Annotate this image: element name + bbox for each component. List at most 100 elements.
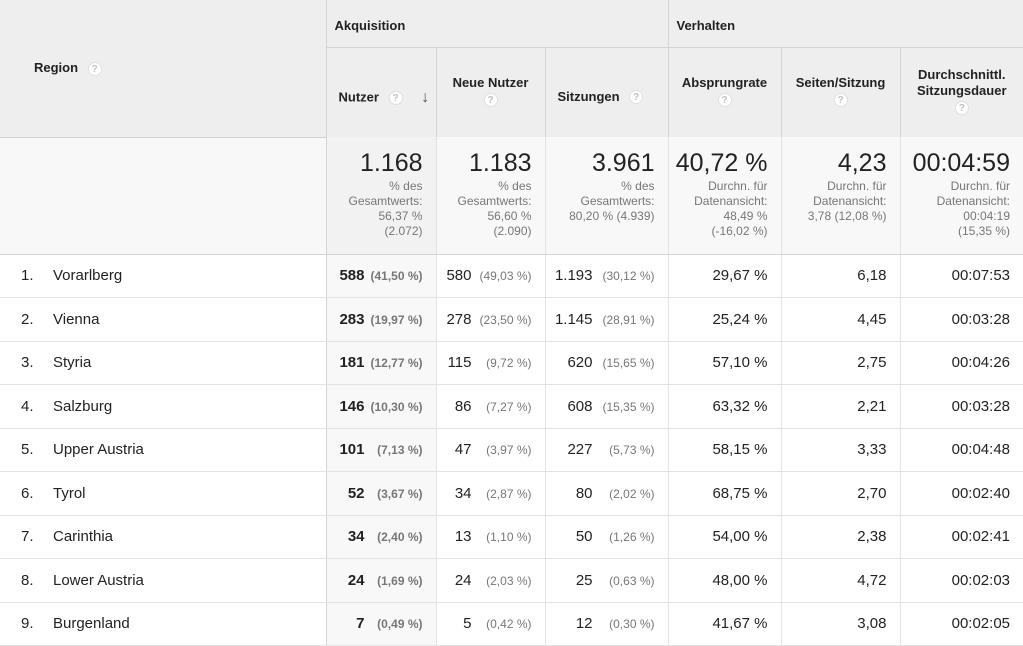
pages-per-session-cell: 3,33 <box>781 428 900 472</box>
avg-duration-column-header[interactable]: Durchschnittl. Sitzungsdauer ? <box>900 47 1023 137</box>
new-users-header-label: Neue Nutzer <box>437 75 545 91</box>
pages-per-session-help-icon[interactable]: ? <box>834 93 848 107</box>
users-cell: 101(7,13 %) <box>326 428 436 472</box>
sessions-percent: (15,35 %) <box>593 400 655 414</box>
table-row-9: 9.Burgenland 7(0,49 %) 5(0,42 %) 12(0,30… <box>0 602 1023 646</box>
users-cell: 7(0,49 %) <box>326 602 436 646</box>
region-cell: 6.Tyrol <box>0 472 326 516</box>
avg-duration-cell: 00:02:40 <box>900 472 1023 516</box>
table-row-3: 3.Styria 181(12,77 %) 115(9,72 %) 620(15… <box>0 341 1023 385</box>
region-cell: 9.Burgenland <box>0 602 326 646</box>
region-column-header[interactable]: Region ? <box>0 0 326 137</box>
new-users-value: 115 <box>448 354 472 371</box>
users-percent: (12,77 %) <box>365 356 423 370</box>
users-help-icon[interactable]: ? <box>389 91 403 105</box>
avg-duration-cell: 00:02:03 <box>900 559 1023 603</box>
sessions-value: 12 <box>576 615 593 632</box>
users-percent: (2,40 %) <box>365 530 423 544</box>
region-link[interactable]: Lower Austria <box>53 572 144 589</box>
pages-per-session-cell: 2,38 <box>781 515 900 559</box>
avg-duration-help-icon[interactable]: ? <box>955 101 969 115</box>
totals-duration-value: 00:04:59 <box>901 149 1011 177</box>
users-header-label: Nutzer <box>339 89 379 104</box>
sessions-value: 608 <box>567 398 592 415</box>
region-link[interactable]: Tyrol <box>53 485 86 502</box>
table-row-8: 8.Lower Austria 24(1,69 %) 24(2,03 %) 25… <box>0 559 1023 603</box>
region-cell: 5.Upper Austria <box>0 428 326 472</box>
users-column-header[interactable]: Nutzer ? ↓ <box>326 47 436 137</box>
sessions-value: 227 <box>567 441 592 458</box>
region-cell: 7.Carinthia <box>0 515 326 559</box>
sessions-cell: 80(2,02 %) <box>545 472 668 516</box>
acquisition-group-header: Akquisition <box>326 0 668 47</box>
region-link[interactable]: Vienna <box>53 311 99 328</box>
row-index: 7. <box>21 528 53 545</box>
users-cell: 52(3,67 %) <box>326 472 436 516</box>
region-link[interactable]: Vorarlberg <box>53 267 122 284</box>
new-users-cell: 115(9,72 %) <box>436 341 545 385</box>
users-percent: (19,97 %) <box>365 313 423 327</box>
new-users-cell: 5(0,42 %) <box>436 602 545 646</box>
sort-descending-icon[interactable]: ↓ <box>418 89 432 107</box>
pages-per-session-column-header[interactable]: Seiten/Sitzung ? <box>781 47 900 137</box>
totals-pages-value: 4,23 <box>782 149 887 177</box>
bounce-rate-column-header[interactable]: Absprungrate ? <box>668 47 781 137</box>
region-cell: 3.Styria <box>0 341 326 385</box>
new-users-column-header[interactable]: Neue Nutzer ? <box>436 47 545 137</box>
totals-new-users-value: 1.183 <box>437 149 532 177</box>
users-value: 101 <box>339 441 364 458</box>
sessions-cell: 227(5,73 %) <box>545 428 668 472</box>
new-users-percent: (2,87 %) <box>472 487 532 501</box>
bounce-rate-help-icon[interactable]: ? <box>718 93 732 107</box>
new-users-value: 34 <box>455 485 472 502</box>
sessions-help-icon[interactable]: ? <box>629 90 643 104</box>
table-row-7: 7.Carinthia 34(2,40 %) 13(1,10 %) 50(1,2… <box>0 515 1023 559</box>
new-users-cell: 34(2,87 %) <box>436 472 545 516</box>
new-users-value: 278 <box>446 311 471 328</box>
region-help-icon[interactable]: ? <box>88 62 102 76</box>
users-value: 7 <box>356 615 364 632</box>
region-link[interactable]: Salzburg <box>53 398 112 415</box>
sessions-percent: (0,63 %) <box>593 574 655 588</box>
row-index: 1. <box>21 267 53 284</box>
new-users-percent: (2,03 %) <box>472 574 532 588</box>
bounce-rate-cell: 48,00 % <box>668 559 781 603</box>
region-link[interactable]: Styria <box>53 354 91 371</box>
users-cell: 588(41,50 %) <box>326 254 436 298</box>
new-users-percent: (3,97 %) <box>472 443 532 457</box>
avg-duration-header-label-1: Durchschnittl. <box>901 67 1023 83</box>
sessions-value: 1.145 <box>555 311 593 328</box>
users-value: 24 <box>348 572 365 589</box>
sessions-cell: 25(0,63 %) <box>545 559 668 603</box>
users-value: 588 <box>339 267 364 284</box>
avg-duration-cell: 00:02:41 <box>900 515 1023 559</box>
behavior-group-header: Verhalten <box>668 0 1023 47</box>
new-users-percent: (1,10 %) <box>472 530 532 544</box>
pages-per-session-cell: 3,08 <box>781 602 900 646</box>
region-cell: 1.Vorarlberg <box>0 254 326 298</box>
users-percent: (0,49 %) <box>365 617 423 631</box>
row-index: 3. <box>21 354 53 371</box>
sessions-column-header[interactable]: Sitzungen ? <box>545 47 668 137</box>
new-users-value: 580 <box>446 267 471 284</box>
users-cell: 146(10,30 %) <box>326 385 436 429</box>
totals-users-value: 1.168 <box>327 149 423 177</box>
region-link[interactable]: Upper Austria <box>53 441 144 458</box>
table-row-4: 4.Salzburg 146(10,30 %) 86(7,27 %) 608(1… <box>0 385 1023 429</box>
new-users-cell: 580(49,03 %) <box>436 254 545 298</box>
new-users-help-icon[interactable]: ? <box>484 93 498 107</box>
bounce-rate-cell: 41,67 % <box>668 602 781 646</box>
users-cell: 34(2,40 %) <box>326 515 436 559</box>
region-link[interactable]: Carinthia <box>53 528 113 545</box>
bounce-rate-cell: 29,67 % <box>668 254 781 298</box>
sessions-cell: 608(15,35 %) <box>545 385 668 429</box>
pages-per-session-cell: 2,70 <box>781 472 900 516</box>
region-link[interactable]: Burgenland <box>53 615 130 632</box>
